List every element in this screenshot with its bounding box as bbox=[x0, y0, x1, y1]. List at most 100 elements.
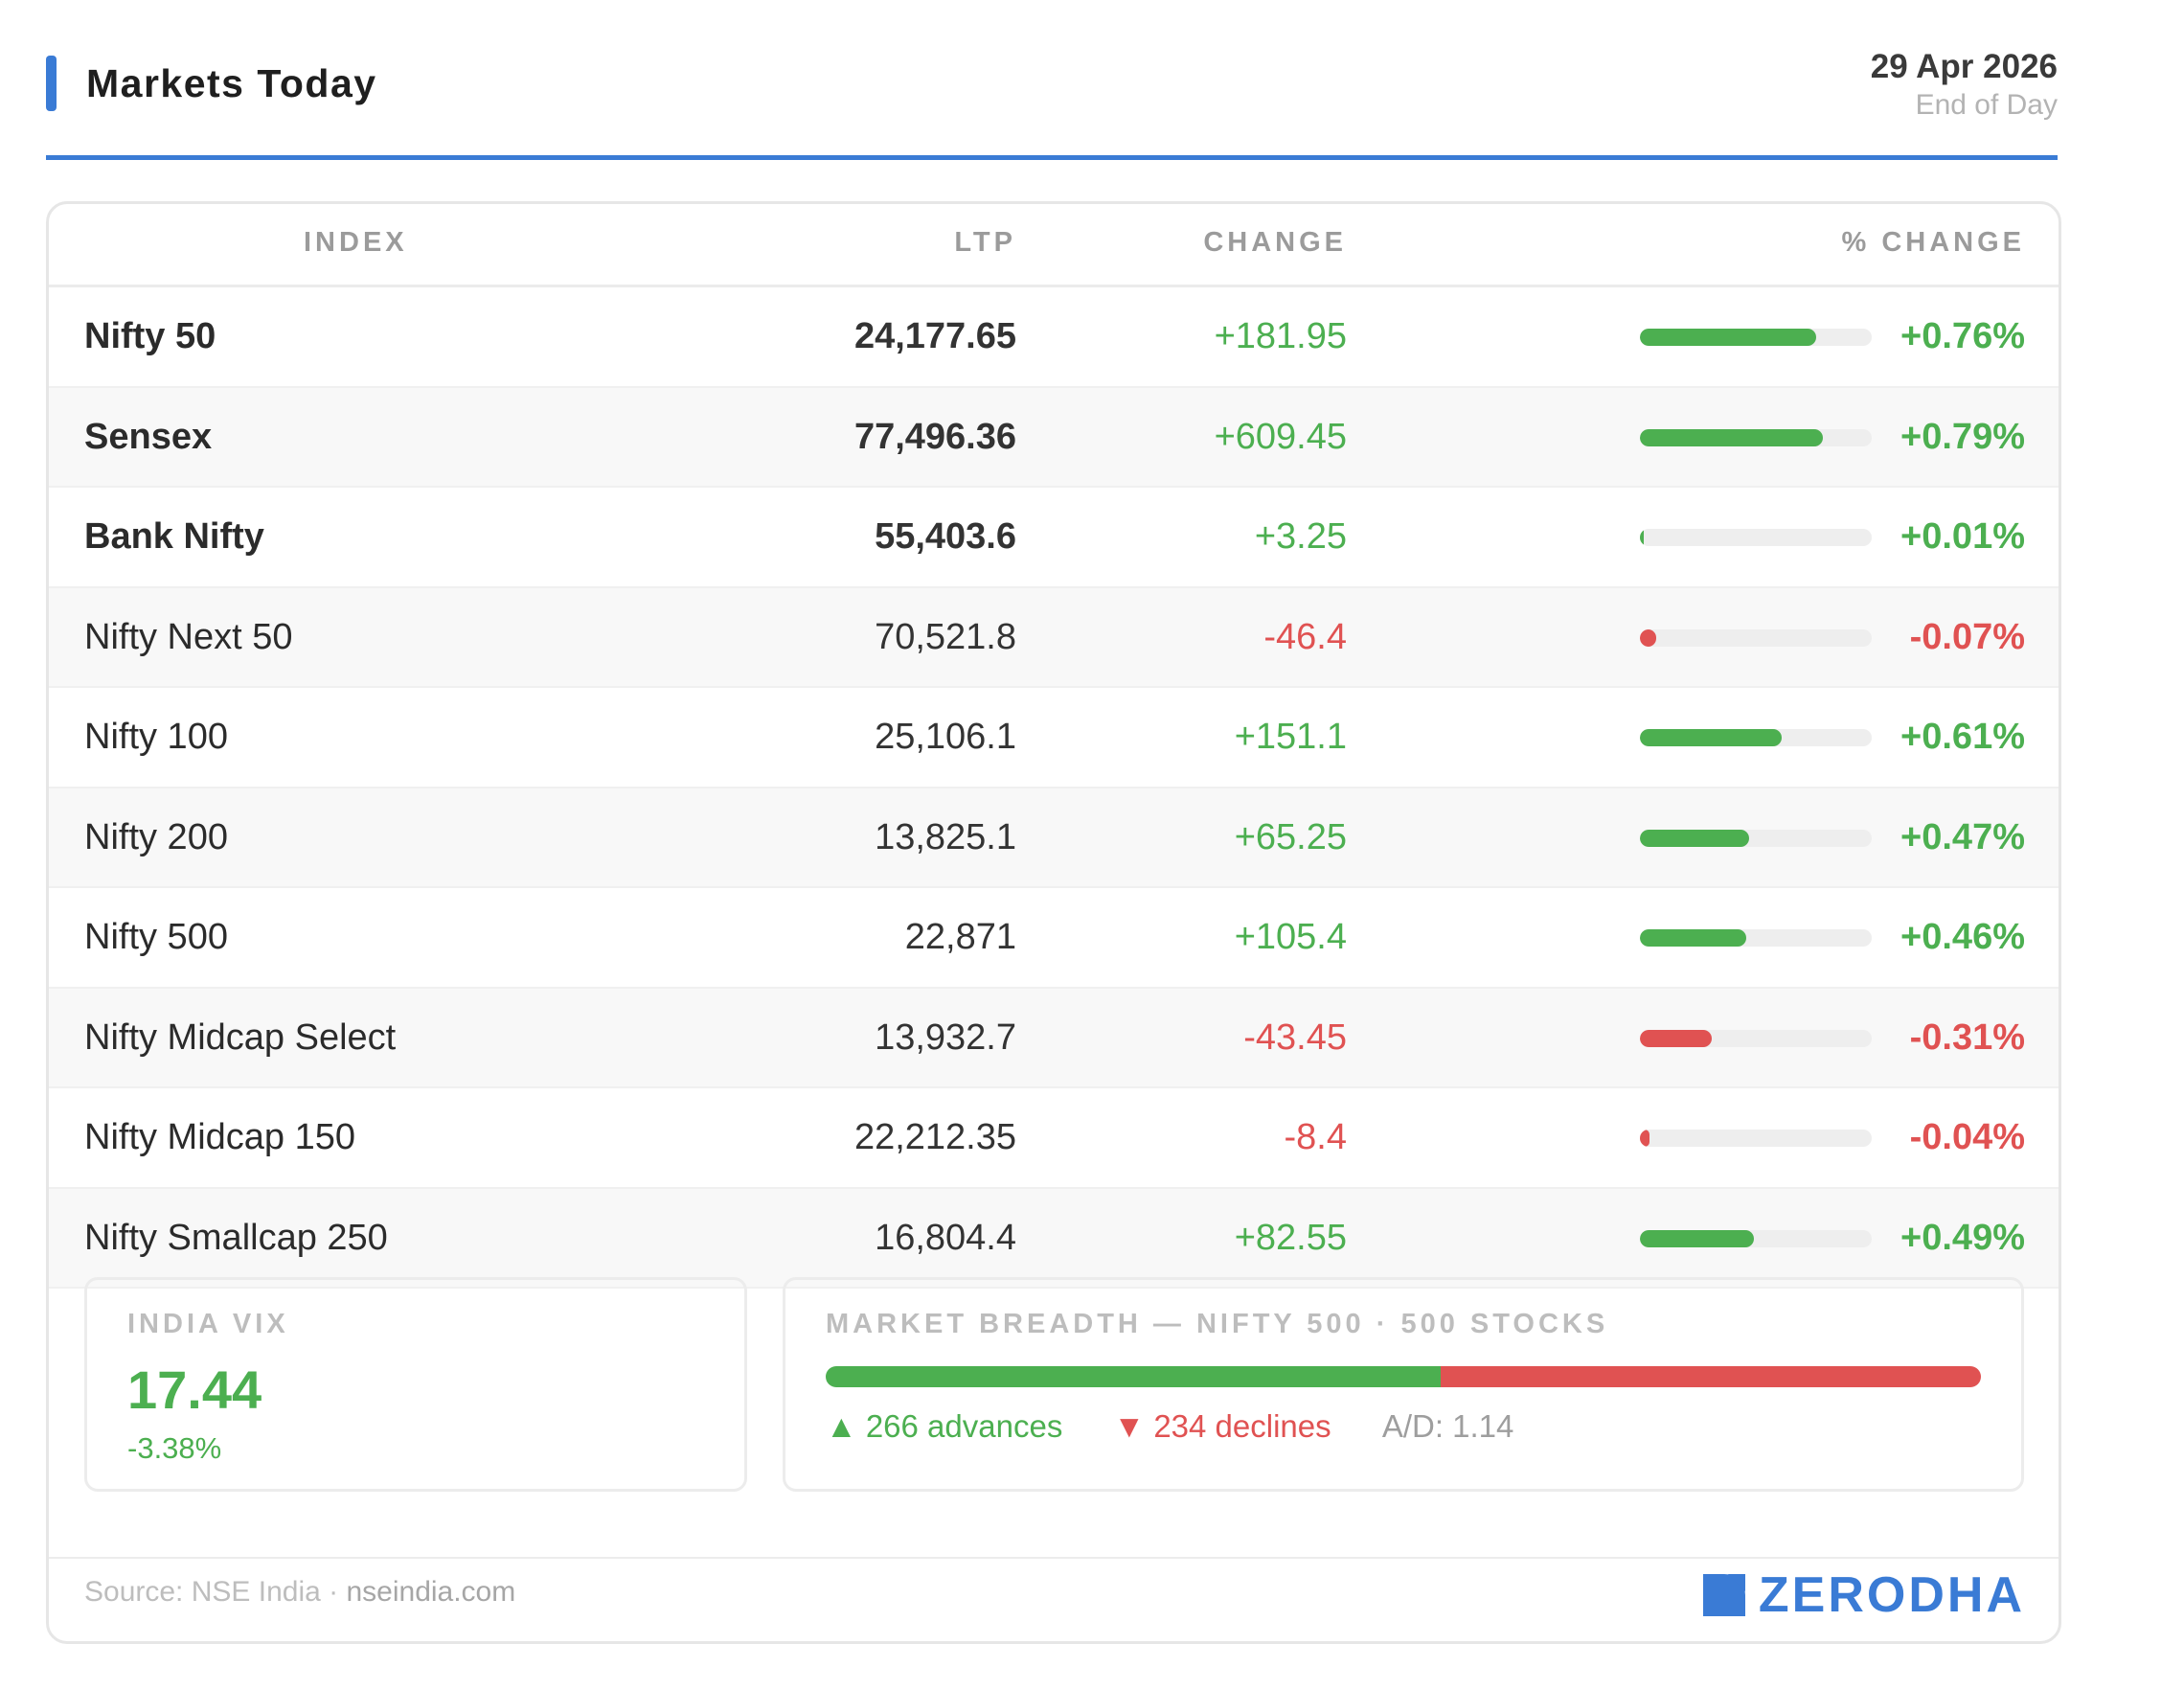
title-accent-bar bbox=[46, 56, 57, 111]
index-change: +609.45 bbox=[1214, 416, 1347, 457]
index-pct-change: +0.46% bbox=[1900, 917, 2025, 957]
index-pct-change: +0.01% bbox=[1900, 516, 2025, 557]
zerodha-mark-icon bbox=[1702, 1574, 1745, 1616]
index-change: +65.25 bbox=[1234, 816, 1347, 857]
index-change: +105.4 bbox=[1234, 917, 1347, 957]
report-date: 29 Apr 2026 bbox=[1870, 48, 2058, 85]
date-block: 29 Apr 2026 End of Day bbox=[1871, 46, 2058, 123]
column-header-change: CHANGE bbox=[1203, 227, 1347, 258]
index-ltp: 22,212.35 bbox=[853, 1117, 1016, 1157]
brand-name: ZERODHA bbox=[1758, 1567, 2025, 1623]
index-pct-change: +0.76% bbox=[1900, 316, 2025, 356]
breadth-bar bbox=[826, 1366, 1981, 1387]
pct-change-bar bbox=[1640, 929, 1872, 947]
column-header-pct-change: % CHANGE bbox=[1841, 227, 2025, 258]
column-header-ltp: LTP bbox=[954, 227, 1016, 258]
ad-ratio: A/D: 1.14 bbox=[1381, 1408, 1514, 1444]
index-name: Nifty Midcap 150 bbox=[84, 1117, 356, 1157]
report-subtitle: End of Day bbox=[1915, 89, 2058, 121]
index-ltp: 77,496.36 bbox=[853, 416, 1016, 457]
vix-value: 17.44 bbox=[127, 1359, 262, 1420]
index-ltp: 70,521.8 bbox=[875, 616, 1016, 657]
index-ltp: 13,825.1 bbox=[875, 816, 1016, 857]
header-divider bbox=[46, 155, 2058, 160]
index-change: +3.25 bbox=[1254, 516, 1347, 557]
index-table-body: Nifty 50 24,177.65 +181.95 +0.76% Sensex 77,4… bbox=[49, 287, 2059, 1289]
index-pct-change: +0.47% bbox=[1900, 816, 2025, 857]
pct-change-fill bbox=[1640, 1029, 1713, 1047]
market-breadth-card: MARKET BREADTH — NIFTY 500 · 500 STOCKS … bbox=[783, 1277, 2024, 1492]
index-name: Nifty 100 bbox=[84, 717, 228, 757]
declines-segment bbox=[1440, 1366, 1981, 1387]
advances-count: ▲ 266 advances bbox=[826, 1408, 1063, 1444]
pct-change-fill bbox=[1640, 729, 1782, 746]
index-name: Nifty 200 bbox=[84, 816, 228, 857]
page-title: Markets Today bbox=[86, 61, 377, 105]
index-ltp: 25,106.1 bbox=[875, 717, 1016, 757]
index-change: +151.1 bbox=[1234, 717, 1347, 757]
index-pct-change: -0.04% bbox=[1909, 1117, 2025, 1157]
table-row[interactable]: Sensex 77,496.36 +609.45 +0.79% bbox=[49, 387, 2059, 488]
table-row[interactable]: Bank Nifty 55,403.6 +3.25 +0.01% bbox=[49, 488, 2059, 588]
index-name: Nifty Midcap Select bbox=[84, 1016, 397, 1058]
index-change: -8.4 bbox=[1284, 1117, 1347, 1157]
india-vix-card: INDIA VIX 17.44 -3.38% bbox=[84, 1277, 747, 1492]
pct-change-bar bbox=[1640, 529, 1872, 546]
vix-change: -3.38% bbox=[127, 1431, 222, 1465]
pct-change-fill bbox=[1640, 1229, 1754, 1247]
zerodha-logo: ZERODHA bbox=[1702, 1566, 2025, 1624]
source-link[interactable]: nseindia.com bbox=[346, 1576, 516, 1608]
pct-change-fill bbox=[1640, 329, 1816, 346]
column-header-index: INDEX bbox=[304, 227, 408, 258]
index-pct-change: +0.79% bbox=[1900, 416, 2025, 457]
table-row[interactable]: Nifty Midcap Select 13,932.7 -43.45 -0.31% bbox=[49, 988, 2059, 1088]
vix-label: INDIA VIX bbox=[127, 1309, 289, 1339]
pct-change-bar bbox=[1640, 729, 1872, 746]
index-ltp: 16,804.4 bbox=[875, 1217, 1016, 1258]
pct-change-bar bbox=[1640, 428, 1872, 446]
pct-change-fill bbox=[1640, 929, 1747, 947]
index-change: +82.55 bbox=[1234, 1217, 1347, 1258]
pct-change-bar bbox=[1640, 1229, 1872, 1247]
pct-change-fill bbox=[1640, 529, 1644, 546]
index-ltp: 55,403.6 bbox=[875, 516, 1016, 557]
table-header: INDEX LTP CHANGE % CHANGE bbox=[49, 204, 2059, 287]
source-note: Source: NSE India · nseindia.com bbox=[84, 1576, 515, 1609]
index-pct-change: +0.61% bbox=[1900, 717, 2025, 757]
table-row[interactable]: Nifty 500 22,871 +105.4 +0.46% bbox=[49, 888, 2059, 989]
table-row[interactable]: Nifty 100 25,106.1 +151.1 +0.61% bbox=[49, 688, 2059, 788]
advances-segment bbox=[826, 1366, 1441, 1387]
markets-card: INDEX LTP CHANGE % CHANGE Nifty 50 24,177… bbox=[46, 201, 2061, 1644]
index-name: Bank Nifty bbox=[84, 516, 264, 557]
table-row[interactable]: Nifty 200 13,825.1 +65.25 +0.47% bbox=[49, 788, 2059, 888]
index-name: Nifty 50 bbox=[84, 316, 216, 356]
pct-change-fill bbox=[1640, 829, 1749, 847]
table-row[interactable]: Nifty Midcap 150 22,212.35 -8.4 -0.04% bbox=[49, 1088, 2059, 1189]
index-ltp: 22,871 bbox=[904, 917, 1016, 957]
index-change: -43.45 bbox=[1243, 1016, 1347, 1058]
source-prefix: Source: NSE India · bbox=[84, 1576, 347, 1608]
breadth-label: MARKET BREADTH — NIFTY 500 · 500 STOCKS bbox=[826, 1309, 1609, 1339]
table-row[interactable]: Nifty Next 50 70,521.8 -46.4 -0.07% bbox=[49, 587, 2059, 688]
pct-change-fill bbox=[1640, 428, 1824, 446]
table-row[interactable]: Nifty Smallcap 250 16,804.4 +82.55 +0.49% bbox=[49, 1188, 2059, 1289]
index-pct-change: -0.31% bbox=[1909, 1016, 2025, 1058]
index-name: Nifty Smallcap 250 bbox=[84, 1217, 388, 1258]
breadth-stats: ▲ 266 advances ▼ 234 declines A/D: 1.14 bbox=[826, 1408, 1556, 1445]
summary-section: INDIA VIX 17.44 -3.38% MARKET BREADTH — … bbox=[49, 1277, 2059, 1564]
page-header: Markets Today 29 Apr 2026 End of Day bbox=[46, 46, 2058, 160]
index-name: Sensex bbox=[84, 416, 213, 457]
pct-change-bar bbox=[1640, 1130, 1872, 1147]
declines-count: ▼ 234 declines bbox=[1113, 1408, 1331, 1444]
index-pct-change: +0.49% bbox=[1900, 1217, 2025, 1258]
table-row[interactable]: Nifty 50 24,177.65 +181.95 +0.76% bbox=[49, 287, 2059, 388]
index-ltp: 13,932.7 bbox=[875, 1016, 1016, 1058]
pct-change-bar bbox=[1640, 329, 1872, 346]
footer-divider bbox=[49, 1557, 2059, 1559]
pct-change-bar bbox=[1640, 1029, 1872, 1047]
pct-change-fill bbox=[1640, 628, 1656, 647]
pct-change-bar bbox=[1640, 829, 1872, 847]
index-name: Nifty 500 bbox=[84, 917, 228, 957]
index-ltp: 24,177.65 bbox=[853, 316, 1016, 356]
index-change: -46.4 bbox=[1263, 616, 1347, 657]
